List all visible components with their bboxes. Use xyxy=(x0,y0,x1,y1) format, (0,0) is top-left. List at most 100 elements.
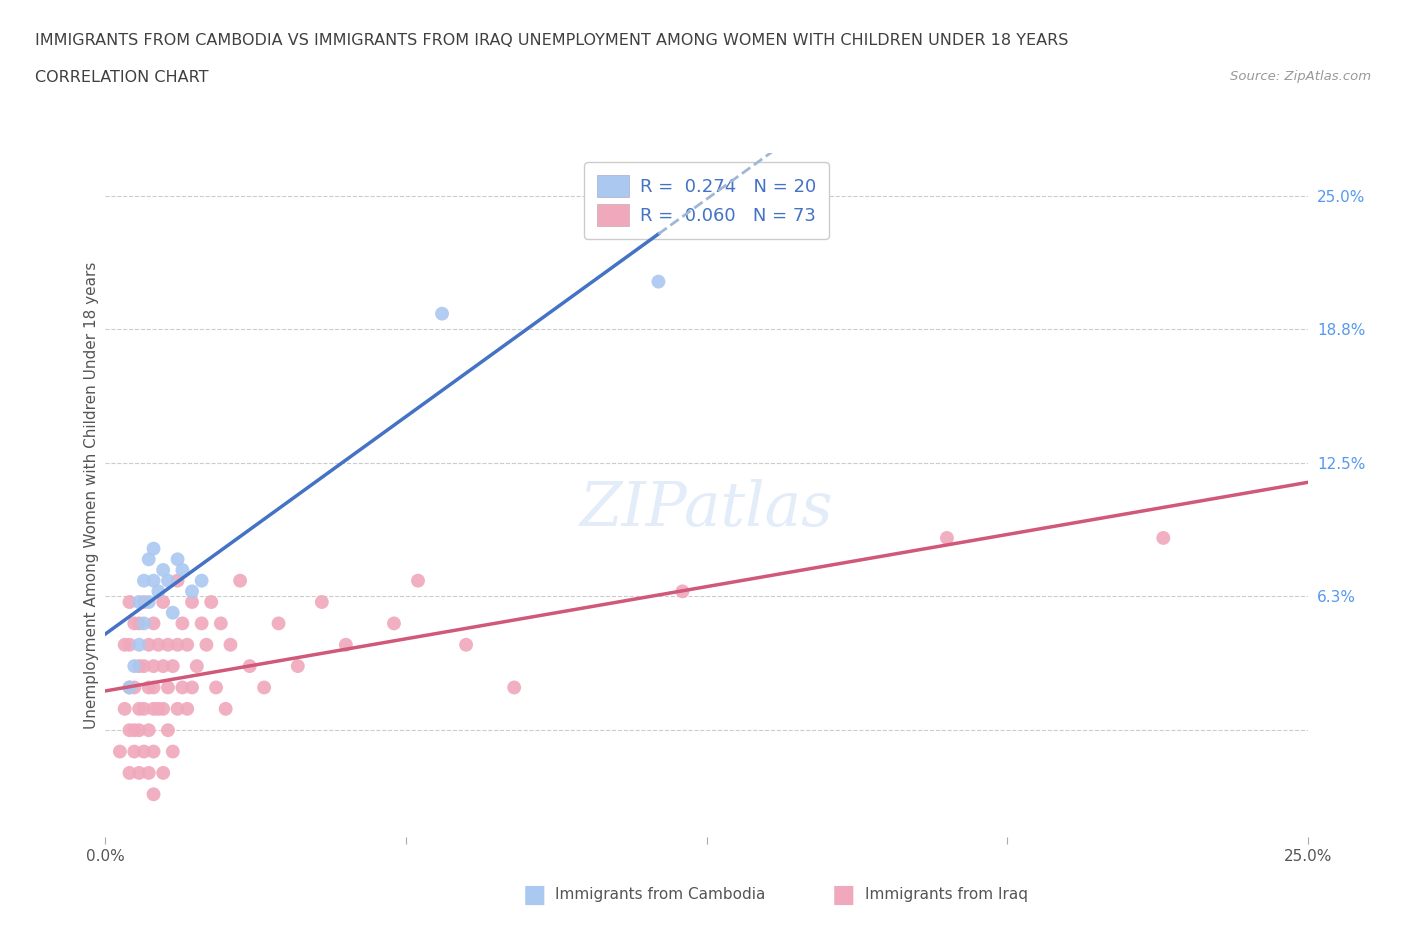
Point xyxy=(382,616,405,631)
Point xyxy=(152,563,174,578)
Point xyxy=(156,723,179,737)
Point xyxy=(181,680,204,695)
Point xyxy=(128,594,150,609)
Point xyxy=(172,616,194,631)
Point xyxy=(195,637,218,652)
Point xyxy=(454,637,477,652)
Point xyxy=(156,637,179,652)
Point xyxy=(148,584,170,599)
Point xyxy=(118,765,141,780)
Point xyxy=(148,637,170,652)
Point xyxy=(142,541,165,556)
Point xyxy=(118,680,141,695)
Text: ■: ■ xyxy=(832,883,855,907)
Point xyxy=(239,658,262,673)
Point xyxy=(108,744,131,759)
Point xyxy=(205,680,228,695)
Point xyxy=(156,573,179,588)
Point xyxy=(132,658,155,673)
Point xyxy=(503,680,526,695)
Point xyxy=(406,573,429,588)
Point xyxy=(114,637,136,652)
Point xyxy=(152,594,174,609)
Point xyxy=(118,723,141,737)
Text: IMMIGRANTS FROM CAMBODIA VS IMMIGRANTS FROM IRAQ UNEMPLOYMENT AMONG WOMEN WITH C: IMMIGRANTS FROM CAMBODIA VS IMMIGRANTS F… xyxy=(35,33,1069,47)
Point xyxy=(142,744,165,759)
Point xyxy=(142,680,165,695)
Point xyxy=(176,637,198,652)
Point xyxy=(124,616,146,631)
Point xyxy=(138,723,160,737)
Point xyxy=(118,637,141,652)
Point xyxy=(181,584,204,599)
Point xyxy=(132,616,155,631)
Point xyxy=(162,744,184,759)
Point xyxy=(181,594,204,609)
Text: Immigrants from Cambodia: Immigrants from Cambodia xyxy=(555,887,766,902)
Point xyxy=(132,701,155,716)
Point xyxy=(190,573,212,588)
Point xyxy=(287,658,309,673)
Point xyxy=(671,584,693,599)
Point xyxy=(138,637,160,652)
Point xyxy=(118,594,141,609)
Point xyxy=(176,701,198,716)
Point xyxy=(128,616,150,631)
Point xyxy=(132,744,155,759)
Text: ZIPatlas: ZIPatlas xyxy=(579,479,834,538)
Point xyxy=(118,680,141,695)
Point xyxy=(152,765,174,780)
Point xyxy=(138,765,160,780)
Point xyxy=(430,306,453,321)
Point xyxy=(124,744,146,759)
Point xyxy=(142,573,165,588)
Point xyxy=(172,563,194,578)
Point xyxy=(186,658,208,673)
Point xyxy=(152,701,174,716)
Point xyxy=(647,274,669,289)
Point xyxy=(166,701,188,716)
Point xyxy=(114,701,136,716)
Point xyxy=(142,616,165,631)
Point xyxy=(152,658,174,673)
Point xyxy=(267,616,290,631)
Point xyxy=(166,637,188,652)
Text: ■: ■ xyxy=(523,883,546,907)
Point xyxy=(172,680,194,695)
Point xyxy=(142,658,165,673)
Point xyxy=(936,530,959,545)
Point xyxy=(138,551,160,566)
Point xyxy=(253,680,276,695)
Point xyxy=(162,605,184,620)
Point xyxy=(138,594,160,609)
Point xyxy=(142,787,165,802)
Point xyxy=(214,701,236,716)
Point xyxy=(200,594,222,609)
Point xyxy=(128,658,150,673)
Text: Source: ZipAtlas.com: Source: ZipAtlas.com xyxy=(1230,70,1371,83)
Point xyxy=(1152,530,1174,545)
Legend: R =  0.274   N = 20, R =  0.060   N = 73: R = 0.274 N = 20, R = 0.060 N = 73 xyxy=(583,163,830,239)
Point xyxy=(209,616,232,631)
Point xyxy=(142,701,165,716)
Point xyxy=(148,701,170,716)
Text: Immigrants from Iraq: Immigrants from Iraq xyxy=(865,887,1028,902)
Point xyxy=(335,637,357,652)
Point xyxy=(219,637,242,652)
Point xyxy=(128,723,150,737)
Point xyxy=(166,551,188,566)
Y-axis label: Unemployment Among Women with Children Under 18 years: Unemployment Among Women with Children U… xyxy=(83,261,98,729)
Point xyxy=(156,680,179,695)
Point xyxy=(128,637,150,652)
Point xyxy=(166,573,188,588)
Point xyxy=(128,765,150,780)
Point xyxy=(132,594,155,609)
Point xyxy=(124,658,146,673)
Point xyxy=(162,658,184,673)
Point xyxy=(124,723,146,737)
Point xyxy=(190,616,212,631)
Point xyxy=(311,594,333,609)
Point xyxy=(128,701,150,716)
Point xyxy=(138,680,160,695)
Text: CORRELATION CHART: CORRELATION CHART xyxy=(35,70,208,85)
